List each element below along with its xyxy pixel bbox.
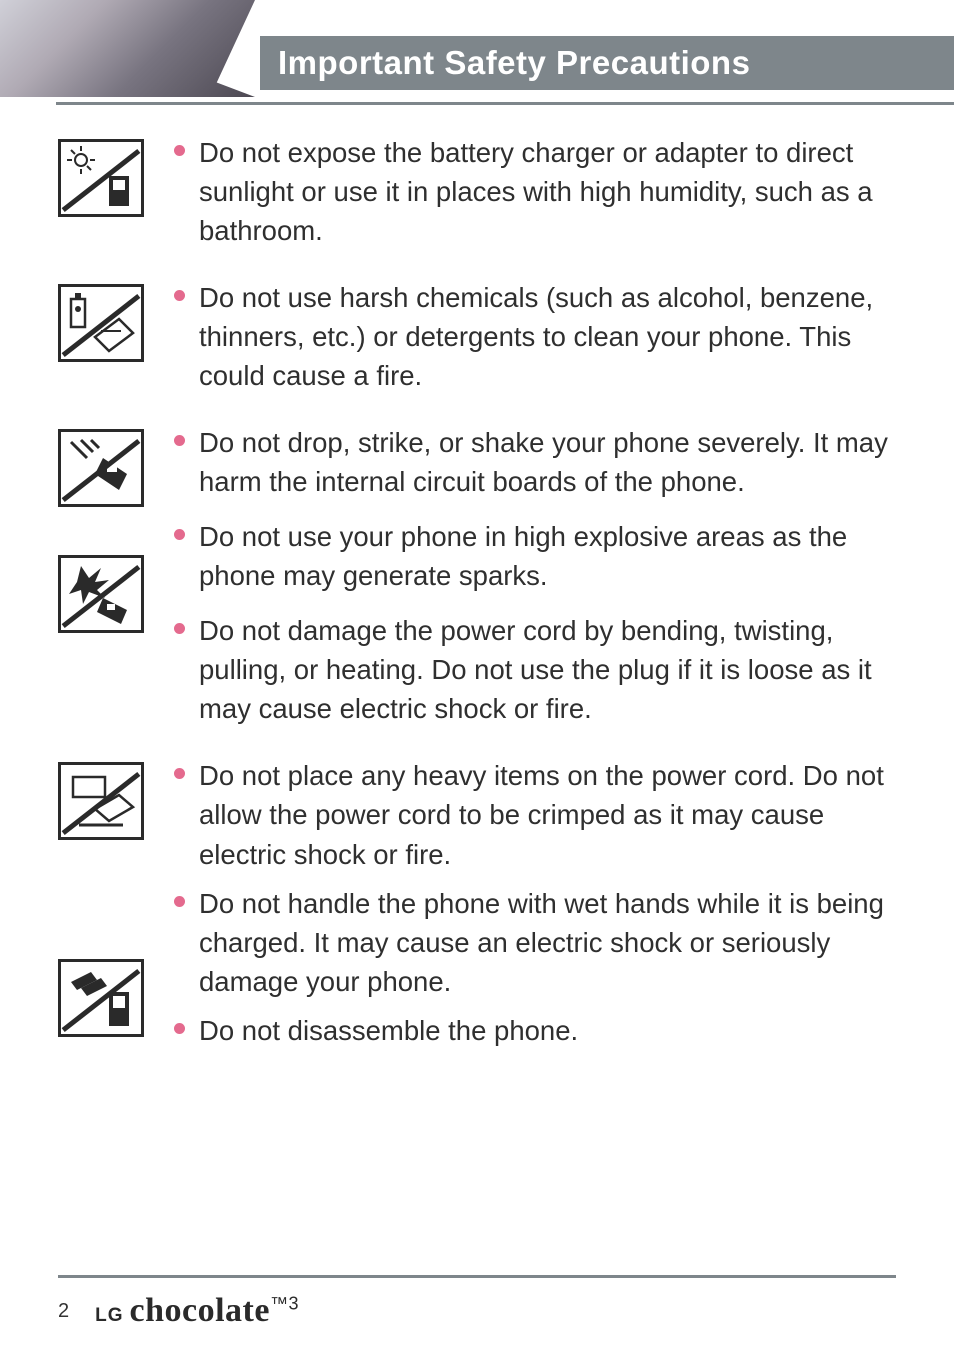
page-number: 2 xyxy=(58,1300,69,1323)
brand-logo: LG chocolate™3 xyxy=(95,1292,299,1330)
brand-prefix: LG xyxy=(95,1305,123,1326)
safety-text: Do not drop, strike, or shake your phone… xyxy=(199,423,896,501)
safety-item: Do not expose the battery charger or ada… xyxy=(58,133,896,250)
spacer xyxy=(58,1017,144,1095)
bullet-icon xyxy=(174,1023,185,1034)
header-title-bar: Important Safety Precautions xyxy=(260,36,954,90)
header-decorative-photo xyxy=(0,0,255,97)
bullet-icon xyxy=(174,145,185,156)
footer-divider xyxy=(58,1275,896,1278)
safety-item: Do not handle the phone with wet hands w… xyxy=(58,884,896,1001)
bullet-icon xyxy=(174,896,185,907)
safety-text: Do not use harsh chemicals (such as alco… xyxy=(199,278,896,395)
header-underline xyxy=(56,102,954,105)
heavy-items-icon xyxy=(58,762,144,840)
bullet-icon xyxy=(174,529,185,540)
brand-tm: ™ xyxy=(270,1293,289,1313)
bullet-icon xyxy=(174,768,185,779)
page-footer: 2 LG chocolate™3 xyxy=(58,1275,896,1330)
safety-item: Do not disassemble the phone. xyxy=(58,1011,896,1095)
bullet-icon xyxy=(174,290,185,301)
safety-text: Do not place any heavy items on the powe… xyxy=(199,756,896,873)
safety-text: Do not handle the phone with wet hands w… xyxy=(199,884,896,1001)
safety-item: Do not drop, strike, or shake your phone… xyxy=(58,423,896,507)
content-area: Do not expose the battery charger or ada… xyxy=(0,113,954,1095)
safety-item: Do not place any heavy items on the powe… xyxy=(58,756,896,873)
bullet-icon xyxy=(174,435,185,446)
page-title: Important Safety Precautions xyxy=(278,44,750,82)
header-banner: Important Safety Precautions xyxy=(0,0,954,105)
brand-name: chocolate xyxy=(130,1292,270,1329)
safety-item: Do not use your phone in high explosive … xyxy=(58,517,896,601)
bullet-icon xyxy=(174,623,185,634)
sunlight-icon xyxy=(58,139,144,217)
safety-text: Do not expose the battery charger or ada… xyxy=(199,133,896,250)
chemicals-icon xyxy=(58,284,144,362)
footer-row: 2 LG chocolate™3 xyxy=(58,1292,896,1330)
spacer xyxy=(58,890,144,968)
drop-icon xyxy=(58,429,144,507)
safety-text: Do not disassemble the phone. xyxy=(199,1011,896,1050)
spacer xyxy=(58,617,144,695)
safety-item: Do not damage the power cord by bending,… xyxy=(58,611,896,728)
safety-item: Do not use harsh chemicals (such as alco… xyxy=(58,278,896,395)
safety-text: Do not damage the power cord by bending,… xyxy=(199,611,896,728)
safety-text: Do not use your phone in high explosive … xyxy=(199,517,896,595)
brand-suffix: 3 xyxy=(288,1293,299,1313)
